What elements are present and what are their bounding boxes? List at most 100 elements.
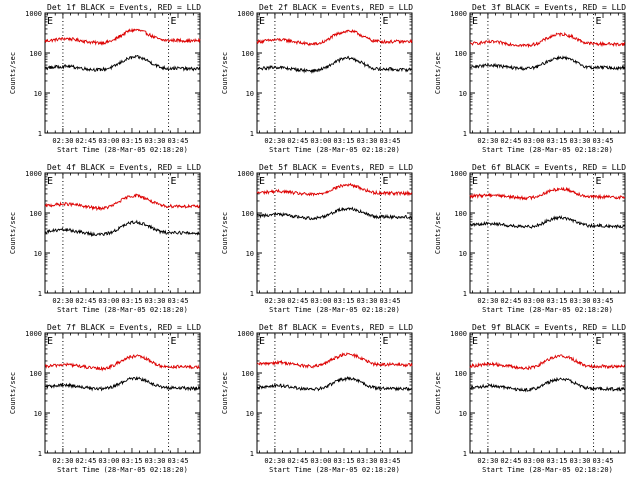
- plot-frame: [256, 172, 413, 294]
- event-marker: E: [171, 16, 177, 27]
- events-series-line: [256, 376, 413, 392]
- x-tick-label: 02:45: [75, 137, 96, 145]
- y-tick-label: 1: [250, 130, 254, 138]
- x-tick-label: 03:45: [592, 137, 613, 145]
- event-marker: E: [171, 336, 177, 347]
- y-tick-label: 10: [246, 410, 254, 418]
- x-tick-label: 03:30: [356, 457, 377, 465]
- y-tick-label: 1: [38, 130, 42, 138]
- x-tick-label: 03:30: [569, 137, 590, 145]
- events-series-line: [256, 55, 413, 74]
- y-tick-label: 100: [29, 50, 42, 58]
- plot-frame: [469, 12, 626, 134]
- event-marker: E: [472, 16, 478, 27]
- x-axis-label: Start Time (28-Mar-05 02:18:20): [57, 306, 188, 314]
- x-tick-label: 02:30: [52, 457, 73, 465]
- lld-series-line: [469, 31, 626, 49]
- x-tick-label: 02:45: [75, 297, 96, 305]
- x-tick-label: 03:30: [144, 137, 165, 145]
- x-tick-label: 02:30: [52, 297, 73, 305]
- x-tick-label: 03:45: [379, 137, 400, 145]
- y-tick-label: 100: [454, 50, 467, 58]
- y-tick-label: 10: [34, 90, 42, 98]
- x-tick-label: 03:45: [379, 457, 400, 465]
- y-tick-label: 10: [459, 90, 467, 98]
- x-tick-label: 02:30: [52, 137, 73, 145]
- x-tick-label: 03:15: [121, 297, 142, 305]
- x-tick-label: 03:15: [333, 297, 354, 305]
- x-tick-label: 02:30: [477, 297, 498, 305]
- event-marker: E: [383, 16, 389, 27]
- events-series-line: [469, 376, 626, 393]
- panel-title: Det 8f BLACK = Events, RED = LLD: [259, 323, 413, 332]
- y-tick-label: 1: [463, 290, 467, 298]
- x-axis-label: Start Time (28-Mar-05 02:18:20): [57, 466, 188, 474]
- x-tick-label: 03:00: [310, 457, 331, 465]
- event-marker: E: [47, 176, 53, 187]
- panel-title: Det 6f BLACK = Events, RED = LLD: [472, 163, 626, 172]
- y-axis-label: Counts/sec: [9, 372, 17, 414]
- x-tick-label: 03:30: [569, 297, 590, 305]
- y-tick-label: 100: [29, 370, 42, 378]
- y-tick-label: 1000: [237, 330, 254, 338]
- plot-frame: [44, 172, 201, 294]
- x-axis-label: Start Time (28-Mar-05 02:18:20): [57, 146, 188, 154]
- y-tick-label: 100: [241, 370, 254, 378]
- y-tick-label: 1: [463, 450, 467, 458]
- x-tick-label: 03:30: [356, 297, 377, 305]
- panel-det-2: Det 2f BLACK = Events, RED = LLD 1 10 100 10…: [221, 3, 413, 154]
- y-tick-label: 10: [34, 250, 42, 258]
- x-tick-label: 02:45: [500, 297, 521, 305]
- y-tick-label: 1000: [450, 330, 467, 338]
- panel-det-1: Det 1f BLACK = Events, RED = LLD 1 10 100 10…: [9, 3, 201, 154]
- plot-frame: [44, 12, 201, 134]
- x-tick-label: 03:45: [592, 457, 613, 465]
- plot-frame: [256, 12, 413, 134]
- event-marker: E: [596, 176, 602, 187]
- plot-frame: [44, 332, 201, 454]
- panel-title: Det 7f BLACK = Events, RED = LLD: [47, 323, 201, 332]
- y-tick-label: 100: [241, 210, 254, 218]
- x-tick-label: 03:00: [98, 137, 119, 145]
- x-tick-label: 02:45: [500, 457, 521, 465]
- panel-det-5: Det 5f BLACK = Events, RED = LLD 1 10 100 10…: [221, 163, 413, 314]
- event-marker: E: [383, 176, 389, 187]
- x-tick-label: 03:15: [121, 137, 142, 145]
- x-tick-label: 03:30: [569, 457, 590, 465]
- panel-title: Det 1f BLACK = Events, RED = LLD: [47, 3, 201, 12]
- x-tick-label: 03:00: [523, 137, 544, 145]
- events-series-line: [45, 376, 201, 392]
- y-tick-label: 10: [459, 410, 467, 418]
- x-axis-label: Start Time (28-Mar-05 02:18:20): [482, 146, 613, 154]
- x-tick-label: 03:45: [379, 297, 400, 305]
- lld-series-line: [44, 27, 201, 46]
- y-tick-label: 1000: [450, 10, 467, 18]
- x-axis-label: Start Time (28-Mar-05 02:18:20): [482, 466, 613, 474]
- event-marker: E: [47, 336, 53, 347]
- x-tick-label: 02:45: [287, 137, 308, 145]
- x-tick-label: 03:00: [98, 457, 119, 465]
- lld-series-line: [469, 354, 626, 371]
- event-marker: E: [596, 336, 602, 347]
- y-tick-label: 100: [241, 50, 254, 58]
- x-axis-label: Start Time (28-Mar-05 02:18:20): [269, 306, 400, 314]
- y-tick-label: 1000: [237, 170, 254, 178]
- x-tick-label: 02:30: [264, 297, 285, 305]
- lld-series-line: [256, 182, 413, 197]
- x-tick-label: 02:30: [264, 457, 285, 465]
- events-series-line: [44, 54, 201, 72]
- x-tick-label: 03:45: [592, 297, 613, 305]
- panel-title: Det 3f BLACK = Events, RED = LLD: [472, 3, 626, 12]
- events-series-line: [469, 55, 626, 72]
- event-marker: E: [259, 176, 265, 187]
- y-tick-label: 1: [38, 450, 42, 458]
- y-tick-label: 1: [250, 290, 254, 298]
- panel-det-3: Det 3f BLACK = Events, RED = LLD 1 10 100 10…: [434, 3, 626, 154]
- lld-series-line: [44, 354, 201, 372]
- y-tick-label: 1000: [25, 170, 42, 178]
- panel-title: Det 5f BLACK = Events, RED = LLD: [259, 163, 413, 172]
- x-tick-label: 02:30: [264, 137, 285, 145]
- lld-series-line: [469, 186, 625, 201]
- x-tick-label: 02:45: [287, 297, 308, 305]
